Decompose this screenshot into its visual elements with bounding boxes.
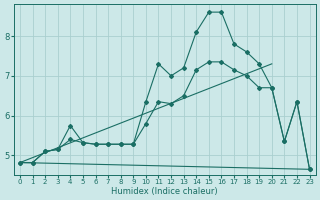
X-axis label: Humidex (Indice chaleur): Humidex (Indice chaleur) <box>111 187 218 196</box>
